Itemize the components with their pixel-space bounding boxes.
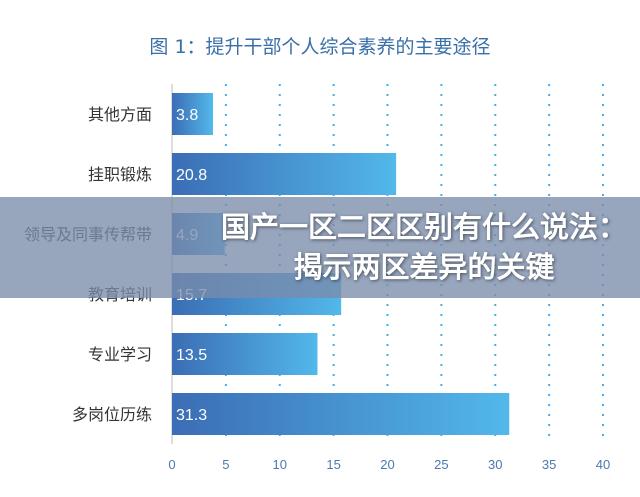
x-tick-label: 30	[488, 457, 502, 472]
bar	[172, 93, 213, 135]
bar-value-label: 13.5	[176, 347, 207, 364]
x-tick-label: 15	[326, 457, 340, 472]
bar	[172, 333, 318, 375]
bar	[172, 393, 510, 435]
category-label: 其他方面	[88, 105, 152, 124]
x-tick-label: 10	[273, 457, 287, 472]
category-label: 挂职锻炼	[88, 165, 152, 184]
chart-title: 图 1：提升干部个人综合素养的主要途径	[149, 36, 491, 58]
category-label: 专业学习	[88, 345, 152, 364]
x-tick-label: 40	[596, 457, 610, 472]
x-tick-label: 20	[380, 457, 394, 472]
bar-value-label: 3.8	[176, 107, 198, 124]
headline-text: 国产一区二区区别有什么说法：揭示两区差异的关键	[220, 210, 627, 284]
category-label: 多岗位历练	[72, 405, 152, 424]
x-tick-label: 5	[222, 457, 229, 472]
x-tick-label: 0	[168, 457, 175, 472]
bar	[172, 153, 397, 195]
x-tick-label: 35	[542, 457, 556, 472]
bar-value-label: 20.8	[176, 167, 207, 184]
headline-banner: 国产一区二区区别有什么说法：揭示两区差异的关键	[0, 197, 640, 298]
x-tick-label: 25	[434, 457, 448, 472]
bar-value-label: 31.3	[176, 407, 207, 424]
